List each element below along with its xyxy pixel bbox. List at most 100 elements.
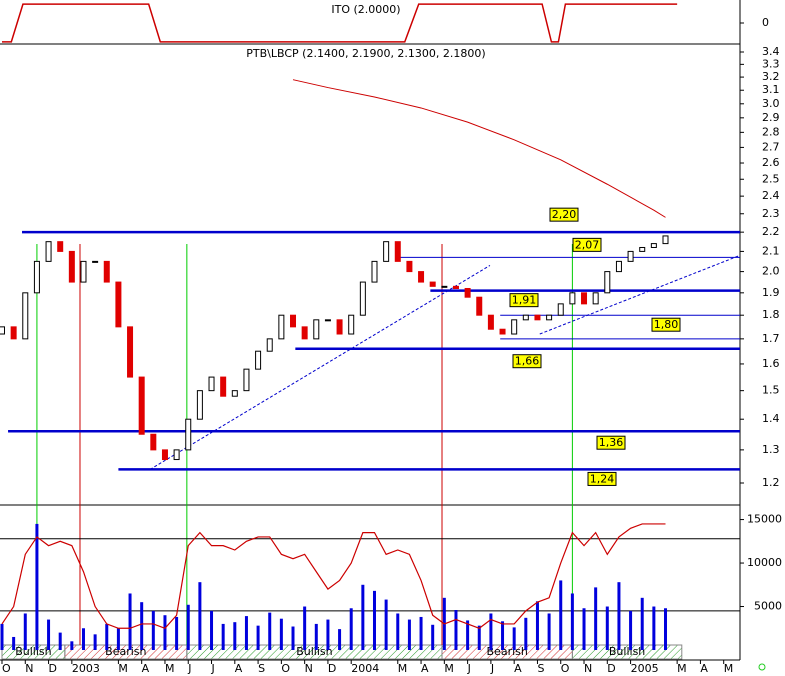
- candle-body: [615, 260, 622, 273]
- x-tick-label: A: [235, 662, 243, 675]
- y-tick-label: 2.5: [762, 172, 780, 185]
- volume-bar: [489, 613, 493, 650]
- candle-body: [185, 418, 192, 451]
- volume-bar: [175, 616, 179, 650]
- candle-body: [359, 281, 366, 316]
- x-tick-label: M: [677, 662, 687, 675]
- level-label-box: [549, 207, 579, 222]
- candle-body: [80, 260, 87, 283]
- candle-body: [441, 285, 448, 288]
- level-label: 2,20: [552, 208, 577, 221]
- x-tick-label: M: [165, 662, 175, 675]
- candle-body: [255, 350, 262, 370]
- x-tick-label: J: [490, 662, 494, 675]
- x-tick-label: A: [142, 662, 150, 675]
- volume-bar: [349, 608, 353, 650]
- volume-bar: [582, 608, 586, 650]
- volume-bar: [12, 636, 16, 650]
- x-tick-label: O: [281, 662, 290, 675]
- y-tick-label: 0: [762, 16, 769, 29]
- volume-bar: [535, 601, 539, 650]
- y-tick-label: 1.6: [762, 357, 780, 370]
- candle-body: [452, 285, 459, 289]
- regime-label: Bearish: [487, 645, 528, 658]
- y-tick-label: 5000: [754, 600, 782, 613]
- volume-bar: [256, 625, 260, 650]
- level-label-box: [651, 317, 681, 332]
- candle-body: [418, 271, 425, 283]
- candle-body: [0, 326, 5, 335]
- volume-bar: [652, 606, 656, 650]
- volume-bar: [454, 610, 458, 650]
- volume-bar: [279, 618, 283, 650]
- candle-body: [45, 241, 52, 262]
- y-tick-label: 1.3: [762, 443, 780, 456]
- candle-body: [592, 292, 599, 305]
- candle-body: [569, 292, 576, 305]
- regime-label: Bullish: [609, 645, 645, 658]
- candle-body: [10, 326, 17, 340]
- candle-body: [627, 250, 634, 262]
- volume-bar: [291, 626, 295, 650]
- candle-body: [464, 287, 471, 298]
- volume-bar: [47, 619, 51, 650]
- level-label: 1,91: [512, 294, 537, 307]
- level-label-box: [509, 293, 539, 308]
- level-label-box: [572, 237, 602, 252]
- candle-body: [581, 292, 588, 305]
- y-tick-label: 1.4: [762, 412, 780, 425]
- volume-bar: [314, 623, 318, 650]
- status-icon: [758, 663, 766, 671]
- volume-bar: [186, 604, 190, 650]
- candle-body: [522, 314, 529, 321]
- x-tick-label: D: [607, 662, 615, 675]
- candle-body: [639, 246, 646, 252]
- candle-body: [557, 303, 564, 316]
- x-tick-label: A: [700, 662, 708, 675]
- candle-body: [278, 314, 285, 340]
- x-tick-label: S: [258, 662, 265, 675]
- y-tick-label: 3.1: [762, 83, 780, 96]
- candle-body: [161, 449, 168, 461]
- regime-label: Bearish: [105, 645, 146, 658]
- moving-average: [292, 79, 666, 218]
- volume-bar: [116, 628, 120, 650]
- candle-body: [150, 433, 157, 451]
- candle-body: [33, 260, 40, 294]
- x-tick-label: D: [328, 662, 336, 675]
- indicator-line: [2, 3, 678, 43]
- volume-bar: [419, 616, 423, 650]
- candle-body: [499, 328, 506, 335]
- chart-title: PTB\LBCP (2.1400, 2.1900, 2.1300, 2.1800…: [246, 47, 485, 60]
- y-tick-label: 1.8: [762, 308, 780, 321]
- x-tick-label: M: [444, 662, 454, 675]
- volume-bar: [570, 593, 574, 650]
- candle-body: [243, 368, 250, 392]
- x-tick-label: A: [421, 662, 429, 675]
- candle-body: [394, 241, 401, 262]
- candle-body: [115, 281, 122, 328]
- level-label-box: [596, 435, 626, 450]
- volume-bar: [547, 613, 551, 650]
- candle-body: [173, 449, 180, 461]
- y-tick-label: 3.3: [762, 57, 780, 70]
- y-tick-label: 2.6: [762, 156, 780, 169]
- candle-body: [429, 281, 436, 287]
- y-tick-label: 2.4: [762, 189, 780, 202]
- volume-bar: [605, 606, 609, 650]
- x-tick-label: N: [584, 662, 592, 675]
- volume-bar: [268, 612, 272, 650]
- volume-bar: [466, 620, 470, 650]
- volume-bar: [640, 597, 644, 650]
- candle-body: [208, 376, 215, 392]
- candle-body: [127, 326, 134, 378]
- y-tick-label: 3.4: [762, 45, 780, 58]
- volume-bar: [58, 632, 62, 650]
- volume-bar: [501, 621, 505, 650]
- x-tick-label: 2003: [72, 662, 100, 675]
- level-label: 1,66: [515, 355, 540, 368]
- volume-bar: [407, 619, 411, 650]
- volume-bar: [338, 629, 342, 650]
- x-tick-label: O: [2, 662, 11, 675]
